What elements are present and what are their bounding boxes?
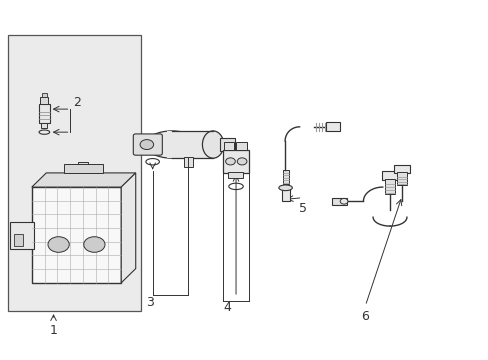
Ellipse shape <box>202 131 223 158</box>
Bar <box>42 93 47 98</box>
Bar <box>220 138 234 151</box>
Text: 6: 6 <box>361 310 368 323</box>
Bar <box>64 164 102 173</box>
Bar <box>167 131 213 158</box>
Circle shape <box>225 158 235 165</box>
Polygon shape <box>121 173 136 283</box>
Text: 1: 1 <box>49 324 58 337</box>
Text: 2: 2 <box>73 95 81 108</box>
Bar <box>236 142 246 150</box>
Ellipse shape <box>145 131 198 158</box>
Text: 5: 5 <box>298 202 306 215</box>
Circle shape <box>237 158 246 165</box>
Bar <box>10 222 34 249</box>
Bar <box>384 179 394 194</box>
Circle shape <box>340 198 347 204</box>
Bar <box>382 171 397 180</box>
Bar <box>223 142 234 150</box>
Circle shape <box>83 237 105 252</box>
Text: 4: 4 <box>223 301 231 314</box>
Bar <box>281 189 290 201</box>
Circle shape <box>48 237 69 252</box>
Bar <box>32 187 121 283</box>
Bar <box>227 172 243 178</box>
Text: 3: 3 <box>146 296 154 309</box>
Ellipse shape <box>278 185 292 191</box>
Bar <box>325 122 339 131</box>
Bar <box>331 198 346 205</box>
Bar <box>223 150 249 173</box>
Bar <box>14 234 22 246</box>
FancyBboxPatch shape <box>133 134 162 155</box>
Bar <box>41 98 48 104</box>
Bar <box>282 170 288 184</box>
Polygon shape <box>32 173 136 187</box>
Bar <box>393 165 409 173</box>
Bar <box>396 172 406 185</box>
Bar <box>8 35 140 311</box>
Bar <box>78 162 88 173</box>
Bar <box>41 123 47 128</box>
Bar <box>39 104 50 123</box>
Circle shape <box>140 140 153 149</box>
Bar <box>183 157 192 167</box>
